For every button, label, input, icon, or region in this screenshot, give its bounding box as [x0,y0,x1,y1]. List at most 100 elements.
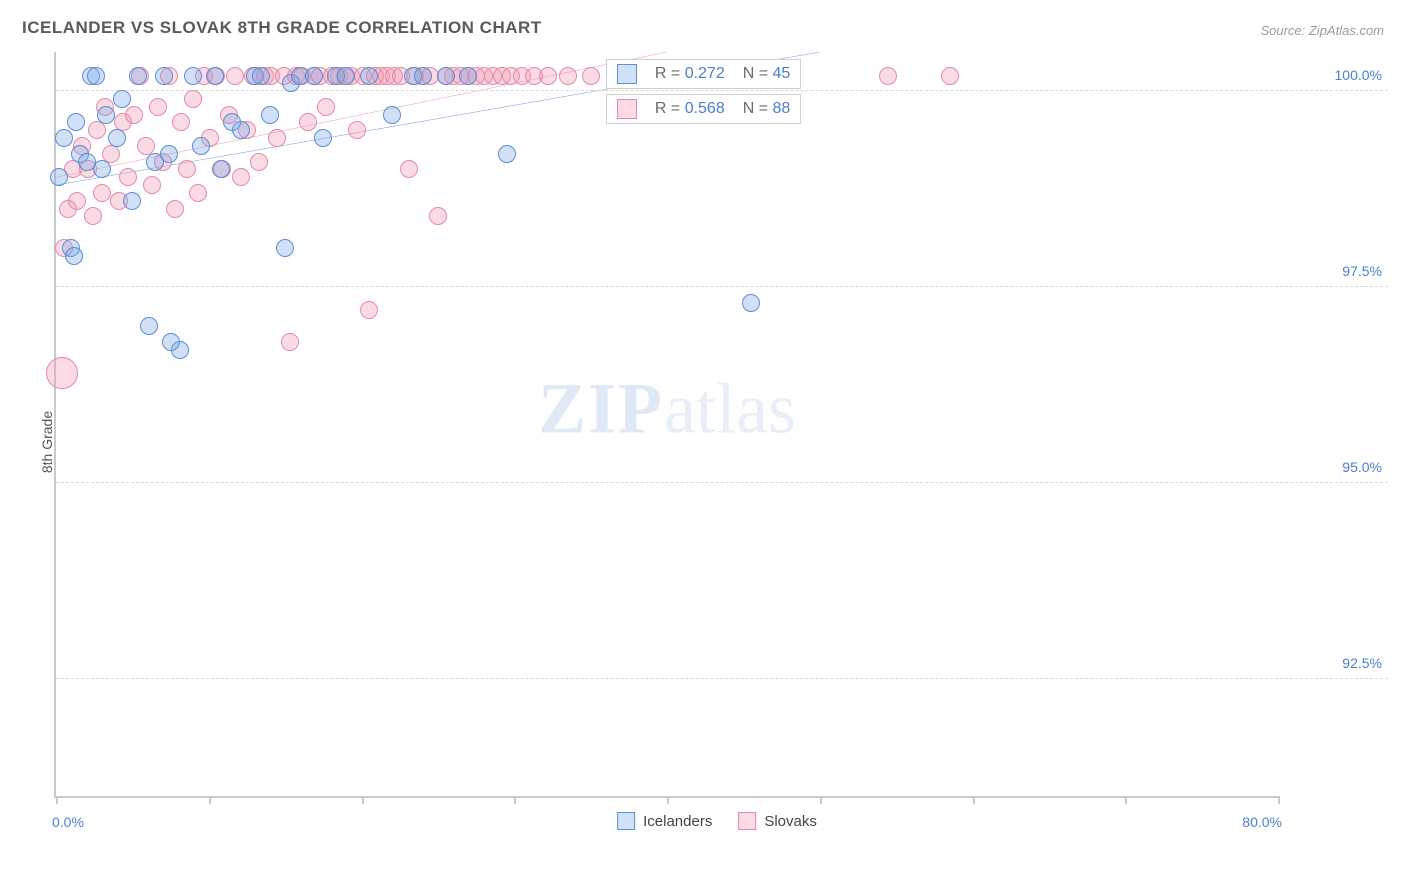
stat-r-label: R = 0.272 [655,65,725,83]
data-point [281,333,299,351]
data-point [178,160,196,178]
data-point [337,67,355,85]
data-point [314,129,332,147]
legend-swatch-icon [617,812,635,830]
chart-title: ICELANDER VS SLOVAK 8TH GRADE CORRELATIO… [22,18,542,38]
data-point [65,247,83,265]
data-point [113,90,131,108]
x-tick [1125,796,1127,804]
data-point [941,67,959,85]
data-point [232,121,250,139]
plot-region: ZIPatlas 92.5%95.0%97.5%100.0%R = 0.272N… [54,52,1278,798]
x-tick [514,796,516,804]
data-point [539,67,557,85]
data-point [252,67,270,85]
y-tick-label: 95.0% [1342,459,1382,475]
x-tick [973,796,975,804]
chart-area: 8th Grade ZIPatlas 92.5%95.0%97.5%100.0%… [46,52,1388,832]
data-point [429,207,447,225]
legend-swatch-icon [617,64,637,84]
data-point [88,121,106,139]
grid-line [56,90,1388,91]
x-max-label: 80.0% [1242,814,1282,830]
y-tick-label: 92.5% [1342,655,1382,671]
x-tick [209,796,211,804]
trend-lines [56,52,1278,796]
stat-n-label: N = 45 [743,65,791,83]
chart-source: Source: ZipAtlas.com [1260,23,1384,38]
data-point [67,113,85,131]
data-point [268,129,286,147]
data-point [93,184,111,202]
data-point [348,121,366,139]
data-point [129,67,147,85]
stat-n-label: N = 88 [743,100,791,118]
x-tick [667,796,669,804]
data-point [276,239,294,257]
data-point [140,317,158,335]
data-point [108,129,126,147]
data-point [383,106,401,124]
data-point [172,113,190,131]
data-point [414,67,432,85]
data-point [459,67,477,85]
data-point [46,357,78,389]
data-point [189,184,207,202]
data-point [212,160,230,178]
data-point [184,90,202,108]
x-tick [820,796,822,804]
data-point [360,67,378,85]
legend: Icelanders Slovaks [617,812,817,830]
data-point [305,67,323,85]
data-point [184,67,202,85]
data-point [143,176,161,194]
data-point [162,333,180,351]
data-point [437,67,455,85]
y-tick-label: 100.0% [1335,67,1382,83]
data-point [360,301,378,319]
legend-label: Slovaks [764,813,817,830]
x-tick [56,796,58,804]
data-point [160,145,178,163]
data-point [582,67,600,85]
y-axis-label: 8th Grade [39,411,55,473]
legend-item: Icelanders [617,812,712,830]
y-tick-label: 97.5% [1342,263,1382,279]
data-point [125,106,143,124]
legend-item: Slovaks [738,812,817,830]
data-point [317,98,335,116]
data-point [192,137,210,155]
grid-line [56,678,1388,679]
data-point [879,67,897,85]
data-point [155,67,173,85]
x-tick [362,796,364,804]
data-point [93,160,111,178]
legend-swatch-icon [738,812,756,830]
stat-box: R = 0.272 N = 45 [606,59,801,89]
watermark: ZIPatlas [538,368,796,451]
stat-r-label: R = 0.568 [655,100,725,118]
data-point [226,67,244,85]
data-point [84,207,102,225]
x-tick [1278,796,1280,804]
grid-line [56,482,1388,483]
data-point [559,67,577,85]
data-point [55,129,73,147]
data-point [87,67,105,85]
data-point [119,168,137,186]
data-point [123,192,141,210]
data-point [166,200,184,218]
grid-line [56,286,1388,287]
data-point [261,106,279,124]
stat-box: R = 0.568 N = 88 [606,94,801,124]
data-point [400,160,418,178]
data-point [97,106,115,124]
data-point [742,294,760,312]
data-point [299,113,317,131]
data-point [68,192,86,210]
data-point [149,98,167,116]
legend-swatch-icon [617,99,637,119]
data-point [206,67,224,85]
legend-label: Icelanders [643,813,712,830]
data-point [498,145,516,163]
